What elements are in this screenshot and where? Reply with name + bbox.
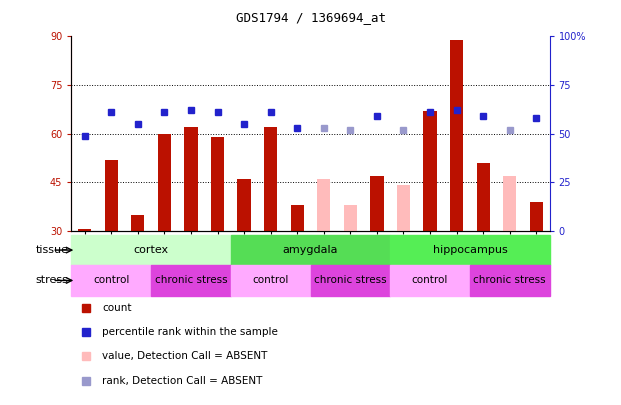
Bar bbox=[476, 163, 490, 231]
Text: rank, Detection Call = ABSENT: rank, Detection Call = ABSENT bbox=[102, 376, 263, 386]
Text: GDS1794 / 1369694_at: GDS1794 / 1369694_at bbox=[235, 11, 386, 24]
Bar bbox=[104, 160, 118, 231]
Text: count: count bbox=[102, 303, 132, 313]
Bar bbox=[211, 137, 224, 231]
Text: control: control bbox=[93, 275, 129, 286]
Bar bbox=[231, 265, 310, 296]
Bar bbox=[343, 205, 357, 231]
Bar bbox=[450, 40, 463, 231]
Bar bbox=[158, 134, 171, 231]
Text: control: control bbox=[412, 275, 448, 286]
Bar bbox=[71, 265, 151, 296]
Bar bbox=[231, 235, 390, 265]
Text: value, Detection Call = ABSENT: value, Detection Call = ABSENT bbox=[102, 352, 268, 361]
Bar bbox=[530, 202, 543, 231]
Text: chronic stress: chronic stress bbox=[155, 275, 227, 286]
Bar bbox=[390, 235, 550, 265]
Text: hippocampus: hippocampus bbox=[432, 245, 507, 255]
Bar bbox=[131, 215, 145, 231]
Bar bbox=[264, 127, 278, 231]
Bar bbox=[424, 111, 437, 231]
Bar bbox=[503, 176, 517, 231]
Text: tissue: tissue bbox=[35, 245, 68, 255]
Bar bbox=[390, 265, 470, 296]
Text: cortex: cortex bbox=[134, 245, 169, 255]
Bar bbox=[470, 265, 550, 296]
Bar bbox=[291, 205, 304, 231]
Text: stress: stress bbox=[35, 275, 68, 286]
Text: chronic stress: chronic stress bbox=[314, 275, 387, 286]
Bar bbox=[151, 265, 231, 296]
Bar bbox=[317, 179, 330, 231]
Bar bbox=[370, 176, 384, 231]
Bar bbox=[184, 127, 197, 231]
Text: amygdala: amygdala bbox=[283, 245, 338, 255]
Bar bbox=[71, 235, 231, 265]
Text: percentile rank within the sample: percentile rank within the sample bbox=[102, 327, 278, 337]
Text: control: control bbox=[253, 275, 289, 286]
Bar bbox=[78, 229, 91, 231]
Bar bbox=[310, 265, 390, 296]
Bar bbox=[237, 179, 251, 231]
Bar bbox=[397, 185, 410, 231]
Text: chronic stress: chronic stress bbox=[473, 275, 546, 286]
